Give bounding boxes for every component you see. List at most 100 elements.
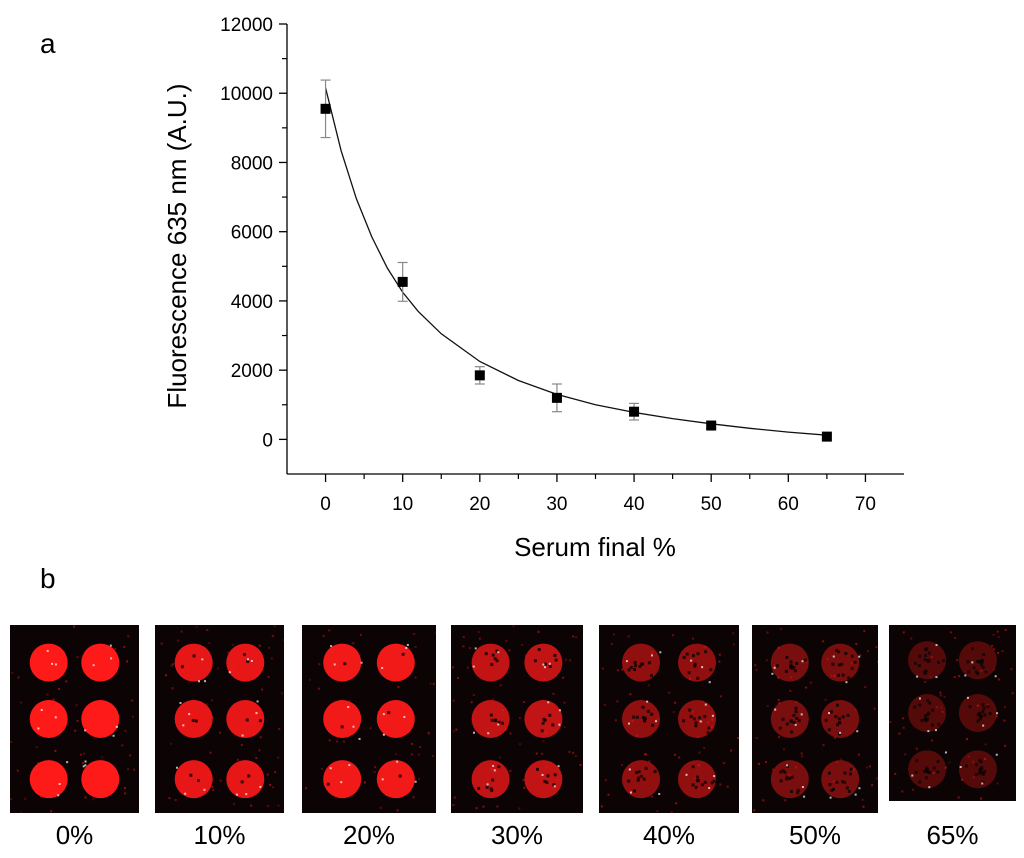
spot-dropout xyxy=(967,670,971,674)
array-image-svg xyxy=(10,625,136,813)
spot-highlight xyxy=(497,723,500,726)
spot-dropout xyxy=(830,789,834,793)
spot-dropout xyxy=(694,721,698,725)
spot-dropout xyxy=(918,664,922,668)
speckle xyxy=(600,805,603,808)
speckle xyxy=(755,669,758,672)
spot-highlight xyxy=(473,731,476,734)
spot-dropout xyxy=(696,676,700,680)
spot-highlight xyxy=(935,644,938,647)
array-spot xyxy=(81,760,120,799)
speckle xyxy=(35,746,38,749)
spot-dropout xyxy=(642,777,646,781)
spot-dropout xyxy=(784,669,788,673)
spot-dropout xyxy=(641,705,645,709)
speckle xyxy=(621,763,624,766)
array-spot xyxy=(471,643,510,682)
spot-dropout xyxy=(837,673,841,677)
spot-dropout xyxy=(501,721,505,725)
spot-dropout xyxy=(191,719,195,723)
y-tick-label: 12000 xyxy=(220,15,273,36)
array-spot xyxy=(174,760,213,799)
speckle xyxy=(562,676,565,679)
spot-highlight xyxy=(54,716,57,719)
spot-dropout xyxy=(783,770,787,774)
spot-highlight xyxy=(493,769,496,772)
spot-dropout xyxy=(779,779,783,783)
y-tick-label: 0 xyxy=(262,430,273,451)
array-image-label: 10% xyxy=(193,820,246,850)
spot-dropout xyxy=(544,662,548,666)
array-spot xyxy=(471,700,510,738)
speckle xyxy=(211,785,214,788)
spot-dropout xyxy=(982,653,986,657)
spot-highlight xyxy=(959,766,962,769)
speckle xyxy=(852,768,855,771)
spot-dropout xyxy=(485,785,489,789)
speckle xyxy=(852,769,855,772)
spot-dropout xyxy=(778,726,782,730)
speckle xyxy=(835,761,838,764)
speckle xyxy=(258,749,261,752)
spot-highlight xyxy=(203,680,206,683)
array-spot xyxy=(376,643,415,682)
spot-dropout xyxy=(548,713,552,717)
speckle xyxy=(219,779,222,782)
speckle xyxy=(267,804,270,807)
spot-dropout xyxy=(843,780,847,784)
speckle xyxy=(863,630,866,633)
speckle xyxy=(552,692,555,695)
spot-dropout xyxy=(978,771,982,775)
speckle xyxy=(413,633,416,636)
spot-dropout xyxy=(535,767,539,771)
speckle xyxy=(875,646,878,649)
spot-dropout xyxy=(827,771,831,775)
spot-dropout xyxy=(837,663,841,667)
spot-dropout xyxy=(685,652,689,656)
speckle xyxy=(762,799,765,802)
spot-dropout xyxy=(245,718,249,722)
speckle xyxy=(80,753,83,756)
spot-highlight xyxy=(37,727,40,730)
speckle xyxy=(777,698,780,701)
spot-highlight xyxy=(685,773,688,776)
speckle xyxy=(498,756,501,759)
spot-dropout xyxy=(928,701,932,705)
speckle xyxy=(410,742,413,745)
speckle xyxy=(822,640,825,643)
spot-dropout xyxy=(853,660,857,664)
spot-highlight xyxy=(40,708,43,711)
spot-dropout xyxy=(931,708,935,712)
spot-highlight xyxy=(381,667,384,670)
spot-dropout xyxy=(692,717,696,721)
speckle xyxy=(930,739,933,742)
speckle xyxy=(840,758,843,761)
spot-highlight xyxy=(629,791,632,794)
speckle xyxy=(800,752,803,755)
speckle xyxy=(692,637,695,640)
spot-highlight xyxy=(84,760,87,763)
spot-dropout xyxy=(700,783,704,787)
spot-dropout xyxy=(913,705,917,709)
speckle xyxy=(865,766,868,769)
y-axis-label: Fluorescence 635 nm (A.U.) xyxy=(162,83,192,408)
speckle xyxy=(929,676,932,679)
spot-dropout xyxy=(635,715,639,719)
spot-dropout xyxy=(326,782,330,786)
array-spot xyxy=(376,700,415,738)
speckle xyxy=(451,666,454,669)
spot-dropout xyxy=(796,791,800,795)
speckle xyxy=(980,669,983,672)
fit-curve xyxy=(324,87,827,436)
spot-dropout xyxy=(543,718,547,722)
speckle xyxy=(789,774,792,777)
speckle xyxy=(568,750,571,753)
spot-highlight xyxy=(994,675,997,678)
speckle xyxy=(616,669,619,672)
speckle xyxy=(217,667,220,670)
array-spot xyxy=(29,760,68,799)
speckle xyxy=(84,796,87,799)
spot-dropout xyxy=(835,648,839,652)
spot-dropout xyxy=(980,663,984,667)
speckle xyxy=(519,743,522,746)
